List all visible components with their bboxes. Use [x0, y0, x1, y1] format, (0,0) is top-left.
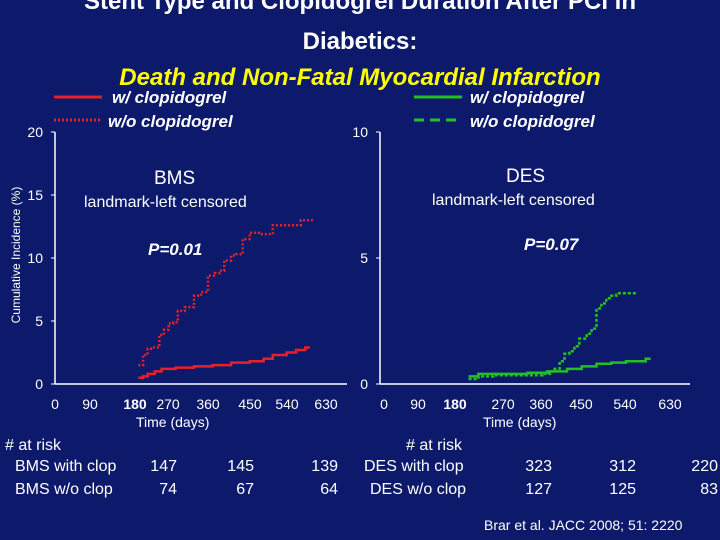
des-x-tick-label: 90	[410, 396, 426, 412]
des-x-tick-label: 0	[380, 396, 388, 412]
bms-x-tick-label: 180	[123, 396, 147, 412]
bms-risk-without-180: 74	[159, 481, 177, 498]
bms-x-axis-title: Time (days)	[136, 414, 210, 430]
bms-risk-row-with-label: BMS with clop	[15, 458, 117, 475]
des-x-tick-label: 450	[569, 396, 593, 412]
des-x-tick-label: 180	[443, 396, 467, 412]
des-risk-row-with-label: DES with clop	[364, 458, 464, 475]
des-risk-with-180: 323	[525, 458, 552, 475]
des-risk-without-180: 127	[525, 481, 552, 498]
des-risk-row-without-label: DES w/o clop	[370, 481, 467, 498]
bms-subtitle: landmark-left censored	[84, 194, 247, 211]
bms-risk-with-540: 139	[311, 458, 338, 475]
bms-x-tick-label: 630	[314, 396, 338, 412]
legend-left-without: w/o clopidogrel	[108, 112, 233, 131]
des-subtitle: landmark-left censored	[432, 192, 595, 209]
bms-x-tick-label: 90	[82, 396, 98, 412]
des-series-with-clop	[468, 357, 651, 378]
des-risk-with-360: 312	[609, 458, 636, 475]
des-x-tick-label: 270	[491, 396, 515, 412]
title-line-1: Stent Type and Clopidogrel Duration Afte…	[83, 0, 636, 15]
bms-x-tick-label: 540	[275, 396, 299, 412]
bms-x-tick-label: 360	[196, 396, 220, 412]
des-pvalue: P=0.07	[524, 235, 579, 254]
bms-x-tick-label: 270	[156, 396, 180, 412]
legend-left-with: w/ clopidogrel	[112, 88, 227, 107]
des-risk-without-360: 125	[609, 481, 636, 498]
des-panel-label: DES	[506, 166, 546, 187]
citation: Brar et al. JACC 2008; 51: 2220	[484, 517, 683, 533]
bms-risk-header: # at risk	[5, 437, 62, 454]
des-x-axis-title: Time (days)	[483, 414, 557, 430]
bms-series-with-clop	[138, 346, 310, 379]
title-line-2: Diabetics:	[302, 28, 418, 55]
bms-risk-row-without-label: BMS w/o clop	[15, 481, 113, 498]
des-risk-header: # at risk	[406, 437, 463, 454]
des-y-tick-label: 10	[352, 124, 368, 140]
bms-x-tick-label: 0	[51, 396, 59, 412]
bms-y-tick-label: 10	[27, 250, 43, 266]
des-x-tick-label: 630	[658, 396, 682, 412]
bms-risk-with-360: 145	[227, 458, 254, 475]
bms-y-tick-label: 0	[35, 376, 43, 392]
bms-x-tick-label: 450	[238, 396, 262, 412]
des-series-without-clop	[468, 292, 636, 381]
bms-series-without-clop	[138, 218, 315, 367]
legend-right-without: w/o clopidogrel	[470, 112, 595, 131]
des-x-tick-label: 360	[529, 396, 553, 412]
bms-risk-without-360: 67	[236, 481, 254, 498]
bms-y-tick-label: 20	[27, 124, 43, 140]
bms-pvalue: P=0.01	[148, 240, 203, 259]
legend-right-with: w/ clopidogrel	[470, 88, 585, 107]
title-line-3: Death and Non-Fatal Myocardial Infarctio…	[119, 64, 601, 91]
bms-panel-label: BMS	[154, 168, 196, 189]
des-y-tick-label: 5	[360, 250, 368, 266]
bms-y-tick-label: 15	[27, 187, 43, 203]
des-risk-without-540: 83	[700, 481, 718, 498]
des-x-tick-label: 540	[613, 396, 637, 412]
bms-risk-without-540: 64	[320, 481, 338, 498]
des-risk-with-540: 220	[691, 458, 718, 475]
des-y-tick-label: 0	[360, 376, 368, 392]
bms-risk-with-180: 147	[150, 458, 177, 475]
bms-y-tick-label: 5	[35, 313, 43, 329]
